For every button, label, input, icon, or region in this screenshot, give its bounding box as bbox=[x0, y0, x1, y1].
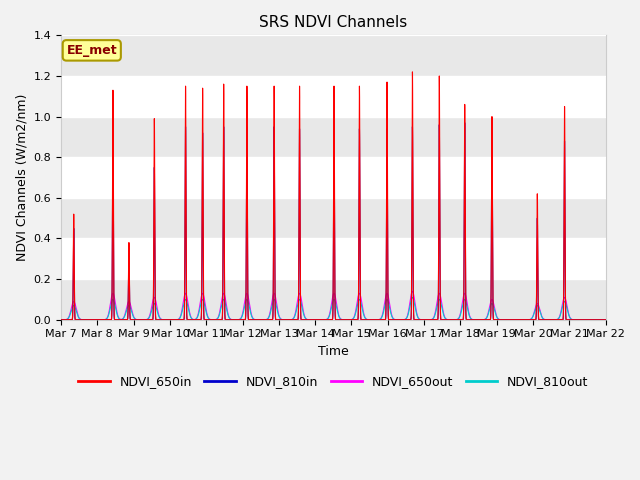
Y-axis label: NDVI Channels (W/m2/nm): NDVI Channels (W/m2/nm) bbox=[15, 94, 28, 261]
Title: SRS NDVI Channels: SRS NDVI Channels bbox=[259, 15, 408, 30]
Legend: NDVI_650in, NDVI_810in, NDVI_650out, NDVI_810out: NDVI_650in, NDVI_810in, NDVI_650out, NDV… bbox=[74, 370, 593, 393]
Bar bbox=[61, 198, 605, 239]
Text: EE_met: EE_met bbox=[67, 44, 117, 57]
X-axis label: Time: Time bbox=[318, 345, 349, 358]
Bar bbox=[61, 279, 605, 320]
Bar bbox=[61, 117, 605, 157]
Bar bbox=[61, 36, 605, 76]
